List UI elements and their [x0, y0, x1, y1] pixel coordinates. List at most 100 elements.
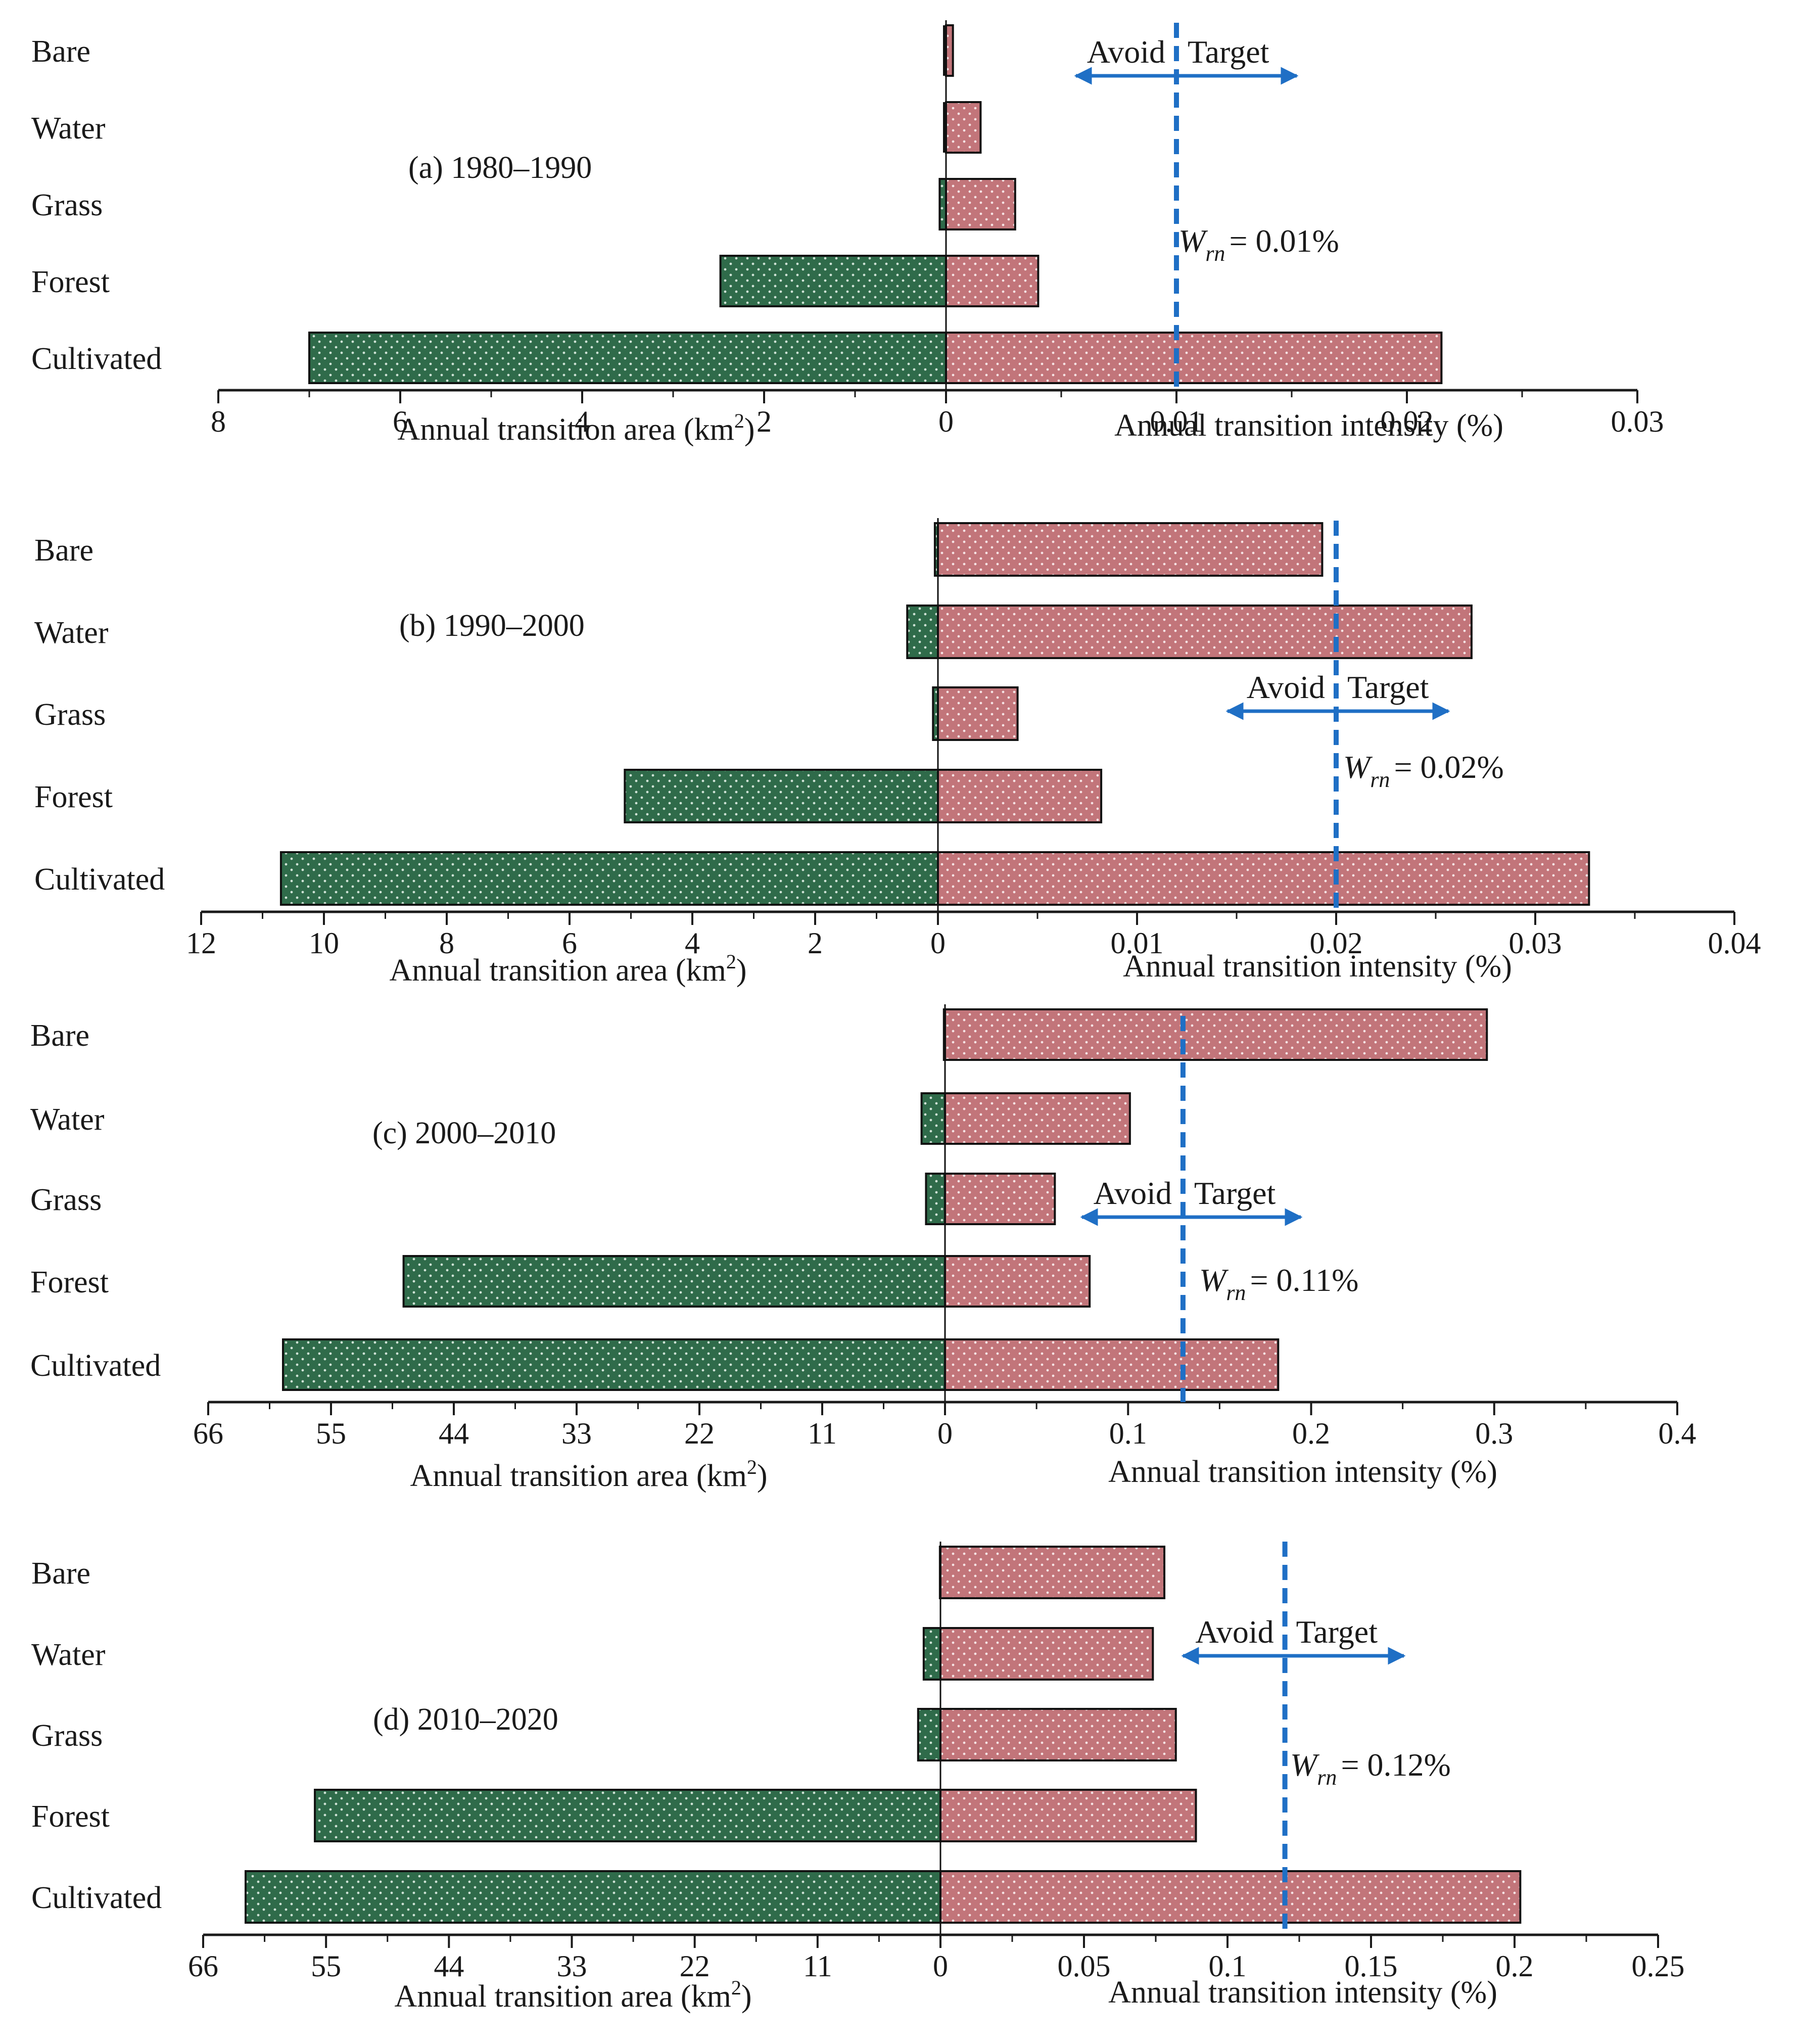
- right-tick-label: 0.01: [1111, 926, 1164, 960]
- avoid-label: Avoid: [1087, 34, 1165, 70]
- right-tick-label: 0.1: [1209, 1949, 1247, 1983]
- area-bar-bare: [943, 25, 946, 76]
- right-tick-label: 0.01: [1150, 405, 1203, 438]
- right-tick-label: 0.2: [1292, 1417, 1330, 1450]
- intensity-bar-grass: [939, 1708, 1177, 1761]
- left-tick-label: 0: [937, 1417, 953, 1450]
- area-bar-forest: [624, 769, 939, 823]
- panel-b: Bare Water Grass Forest Cultivated 12 10 8 6 4 2 0 0…: [34, 518, 1761, 988]
- intensity-bar-cultivated: [939, 1870, 1522, 1924]
- area-bar-forest: [314, 1789, 942, 1842]
- area-bar-cultivated: [308, 332, 947, 384]
- uniform-intensity-label: Wrn = 0.12%: [1290, 1747, 1451, 1790]
- left-tick-label: 33: [557, 1949, 587, 1983]
- left-tick-label: 0: [933, 1949, 948, 1983]
- panel-title: (c) 2000–2010: [372, 1116, 556, 1150]
- panel-a: Bare Water Grass Forest Cultivated 8 6 4 2 0 0.01 0…: [31, 20, 1664, 447]
- intensity-bar-grass: [944, 1173, 1056, 1225]
- right-axis-label: Annual transition intensity (%): [1123, 949, 1512, 984]
- left-tick-label: 6: [562, 926, 577, 960]
- category-label-grass: Grass: [31, 1718, 103, 1753]
- intensity-bar-water: [937, 605, 1473, 659]
- intensity-bar-water: [945, 101, 982, 154]
- intensity-bar-water: [939, 1627, 1154, 1681]
- intensity-bar-cultivated: [944, 1338, 1280, 1391]
- avoid-label: Avoid: [1094, 1175, 1172, 1211]
- category-label-water: Water: [34, 616, 109, 650]
- left-tick-label: 66: [193, 1417, 223, 1450]
- panel-d: Bare Water Grass Forest Cultivated 66 55 44 33 22…: [31, 1542, 1685, 2014]
- left-tick-label: 0: [938, 405, 954, 438]
- left-tick-label: 44: [439, 1417, 469, 1450]
- right-axis-label: Annual transition intensity (%): [1114, 408, 1503, 443]
- left-tick-label: 4: [685, 926, 700, 960]
- right-tick-label: 0.03: [1611, 405, 1664, 438]
- category-label-water: Water: [30, 1102, 105, 1137]
- left-tick-label: 2: [808, 926, 823, 960]
- uniform-intensity-label: Wrn = 0.02%: [1343, 749, 1504, 792]
- left-axis-label: Annual transition area (km2): [390, 950, 747, 988]
- target-label: Target: [1347, 669, 1429, 705]
- intensity-bar-cultivated: [937, 851, 1590, 906]
- intensity-bar-bare: [939, 1546, 1166, 1599]
- area-bar-forest: [402, 1255, 946, 1308]
- area-bar-grass: [917, 1708, 941, 1761]
- left-tick-label: 4: [575, 405, 590, 438]
- target-label: Target: [1194, 1175, 1276, 1211]
- left-tick-label: 6: [393, 405, 408, 438]
- right-tick-label: 0.3: [1475, 1417, 1513, 1450]
- left-tick-label: 44: [434, 1949, 464, 1983]
- left-tick-label: 11: [808, 1417, 837, 1450]
- intensity-bar-forest: [939, 1789, 1197, 1842]
- right-tick-label: 0.4: [1659, 1417, 1696, 1450]
- avoid-label: Avoid: [1247, 669, 1325, 705]
- right-tick-label: 0.04: [1708, 926, 1761, 960]
- left-tick-label: 12: [186, 926, 216, 960]
- intensity-bar-water: [944, 1092, 1131, 1145]
- area-bar-grass: [925, 1173, 946, 1225]
- area-bar-water: [922, 1627, 942, 1681]
- category-label-water: Water: [31, 1638, 106, 1672]
- intensity-bar-bare: [945, 24, 954, 77]
- category-label-water: Water: [31, 111, 106, 146]
- category-label-bare: Bare: [31, 1556, 90, 1591]
- left-tick-label: 66: [188, 1949, 218, 1983]
- category-label-forest: Forest: [30, 1265, 109, 1299]
- left-tick-label: 55: [316, 1417, 346, 1450]
- right-tick-label: 0.03: [1509, 926, 1562, 960]
- left-axis-label: Annual transition area (km2): [395, 1976, 752, 2014]
- intensity-bar-forest: [944, 1255, 1091, 1308]
- panel-title: (a) 1980–1990: [408, 151, 592, 185]
- category-label-cultivated: Cultivated: [30, 1349, 161, 1383]
- target-label: Target: [1188, 34, 1269, 70]
- intensity-bar-cultivated: [945, 332, 1443, 384]
- category-label-grass: Grass: [30, 1183, 102, 1217]
- left-tick-label: 22: [680, 1949, 710, 1983]
- intensity-bar-bare: [937, 522, 1324, 577]
- panel-c: Bare Water Grass Forest Cultivated 66 55 44 33 22…: [30, 1004, 1696, 1493]
- avoid-label: Avoid: [1195, 1614, 1273, 1650]
- uniform-intensity-label: Wrn = 0.11%: [1199, 1262, 1358, 1305]
- category-label-forest: Forest: [34, 780, 113, 814]
- right-tick-label: 0.15: [1345, 1949, 1398, 1983]
- target-label: Target: [1296, 1614, 1378, 1650]
- left-axis-label: Annual transition area (km2): [398, 409, 755, 447]
- right-tick-label: 0.25: [1632, 1949, 1685, 1983]
- area-bar-cultivated: [282, 1338, 947, 1391]
- left-tick-label: 10: [309, 926, 339, 960]
- right-tick-label: 0.2: [1496, 1949, 1534, 1983]
- category-label-grass: Grass: [34, 698, 106, 732]
- category-label-forest: Forest: [31, 1799, 110, 1834]
- area-bar-cultivated: [245, 1870, 941, 1924]
- area-bar-cultivated: [279, 851, 939, 906]
- category-label-bare: Bare: [31, 34, 90, 69]
- intensity-bar-grass: [937, 686, 1019, 741]
- area-bar-water: [943, 102, 946, 153]
- intensity-bar-forest: [945, 255, 1040, 307]
- intensity-bar-grass: [945, 178, 1016, 230]
- left-tick-label: 2: [757, 405, 772, 438]
- area-bar-forest: [719, 255, 947, 307]
- category-label-forest: Forest: [31, 265, 110, 299]
- category-label-cultivated: Cultivated: [34, 862, 165, 897]
